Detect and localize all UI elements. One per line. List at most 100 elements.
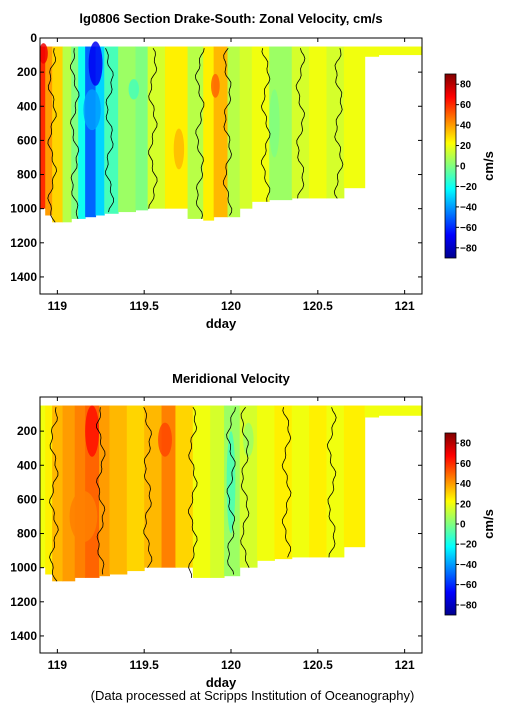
data-patch-1 <box>83 89 101 131</box>
y-tick-label: 800 <box>17 168 37 182</box>
data-column-0 <box>40 46 46 209</box>
data-column-0 <box>40 405 46 568</box>
contour-line-0 <box>49 407 59 582</box>
data-column-6 <box>99 405 110 577</box>
data-column-1 <box>45 405 53 575</box>
contour-line-0 <box>47 48 58 223</box>
contour-line-3 <box>188 406 198 578</box>
data-column-3 <box>62 46 72 223</box>
data-column-2 <box>52 405 64 582</box>
colorbar-tick-label: −60 <box>460 223 477 234</box>
colorbar-tick-label: 80 <box>460 439 472 450</box>
contour-line-6 <box>281 407 292 558</box>
y-tick-label: 200 <box>17 424 37 438</box>
colorbar-tick-label: −20 <box>460 540 477 551</box>
data-column-21 <box>343 405 366 548</box>
colorbar-tick-label: −60 <box>460 580 477 591</box>
colorbar <box>444 432 457 616</box>
data-patch-4 <box>243 422 254 457</box>
colorbar <box>444 73 457 259</box>
data-patch-0 <box>88 41 103 86</box>
data-column-1 <box>45 46 53 216</box>
x-tick-label: 120.5 <box>303 299 333 313</box>
colorbar-label: cm/s <box>481 151 496 181</box>
chart-title: lg0806 Section Drake-South: Zonal Veloci… <box>79 11 382 26</box>
contour-line-5 <box>222 47 233 216</box>
data-column-19 <box>269 46 293 201</box>
y-tick-label: 800 <box>17 527 37 541</box>
x-axis-label: dday <box>206 675 237 690</box>
velocity-field <box>40 405 422 582</box>
x-tick-label: 119.5 <box>129 658 159 672</box>
colorbar-tick-label: 80 <box>460 80 472 91</box>
y-tick-label: 1200 <box>10 236 37 250</box>
y-tick-label: 600 <box>17 133 37 147</box>
y-tick-label: 200 <box>17 65 37 79</box>
x-tick-label: 119 <box>48 299 68 313</box>
colorbar-tick-label: −80 <box>460 600 477 611</box>
x-tick-label: 119.5 <box>129 299 159 313</box>
colorbar-tick-label: 40 <box>460 479 472 490</box>
data-column-16 <box>227 46 241 218</box>
data-column-2 <box>52 46 64 223</box>
data-column-7 <box>95 46 105 216</box>
footer-note: (Data processed at Scripps Institution o… <box>90 688 415 703</box>
contour-line-4 <box>194 48 205 220</box>
x-tick-label: 119 <box>48 658 68 672</box>
velocity-field <box>40 41 422 223</box>
colorbar-tick-label: −40 <box>460 560 477 571</box>
data-column-17 <box>239 46 253 209</box>
y-tick-label: 400 <box>17 458 37 472</box>
data-column-9 <box>144 405 163 568</box>
x-tick-label: 120.5 <box>303 658 333 672</box>
contour-line-3 <box>148 47 158 209</box>
contour-line-1 <box>96 407 106 575</box>
data-patch-5 <box>269 89 280 158</box>
chart-panel-1: lg0806 Section Drake-South: Zonal Veloci… <box>10 11 496 331</box>
data-column-21 <box>309 46 327 199</box>
colorbar-tick-label: 60 <box>460 459 472 470</box>
data-column-12 <box>165 46 189 209</box>
contour-line-6 <box>260 48 271 202</box>
colorbar-tick-label: 0 <box>460 520 466 531</box>
data-column-20 <box>326 405 345 558</box>
chart-panel-2: Meridional Velocity 119 119.5 120 120.5 121 20… <box>10 371 496 690</box>
colorbar-tick-label: 40 <box>460 121 472 132</box>
contour-line-7 <box>326 407 337 558</box>
data-column-23 <box>343 46 366 189</box>
data-column-9 <box>118 46 136 213</box>
data-column-22 <box>326 46 345 199</box>
data-column-6 <box>85 46 97 218</box>
data-column-14 <box>203 46 215 221</box>
y-tick-label: 1400 <box>10 270 37 284</box>
data-patch-6 <box>173 128 185 170</box>
y-tick-label: 400 <box>17 99 37 113</box>
contour-line-2 <box>143 407 153 568</box>
data-patch-2 <box>40 43 48 64</box>
data-column-12 <box>192 405 211 578</box>
x-axis-label: dday <box>206 316 237 331</box>
contour-line-5 <box>240 406 250 568</box>
data-column-4 <box>71 46 79 219</box>
y-tick-label: 1400 <box>10 629 37 643</box>
data-column-7 <box>109 405 128 575</box>
colorbar-tick-label: −20 <box>460 182 477 193</box>
data-column-10 <box>135 46 149 211</box>
data-patch-1 <box>158 422 172 457</box>
data-patch-0 <box>85 405 100 457</box>
contour-line-8 <box>333 48 344 199</box>
x-tick-label: 120 <box>221 658 241 672</box>
data-column-11 <box>175 405 194 568</box>
contour-line-1 <box>70 48 80 220</box>
data-column-18 <box>291 405 310 558</box>
data-column-8 <box>126 405 145 572</box>
data-column-18 <box>251 46 270 202</box>
data-column-19 <box>309 405 327 558</box>
data-column-13 <box>210 405 225 578</box>
contour-line-4 <box>226 407 236 575</box>
colorbar-tick-label: −80 <box>460 243 477 254</box>
x-tick-label: 121 <box>395 299 415 313</box>
colorbar-tick-label: −40 <box>460 202 477 213</box>
data-column-16 <box>257 405 275 561</box>
